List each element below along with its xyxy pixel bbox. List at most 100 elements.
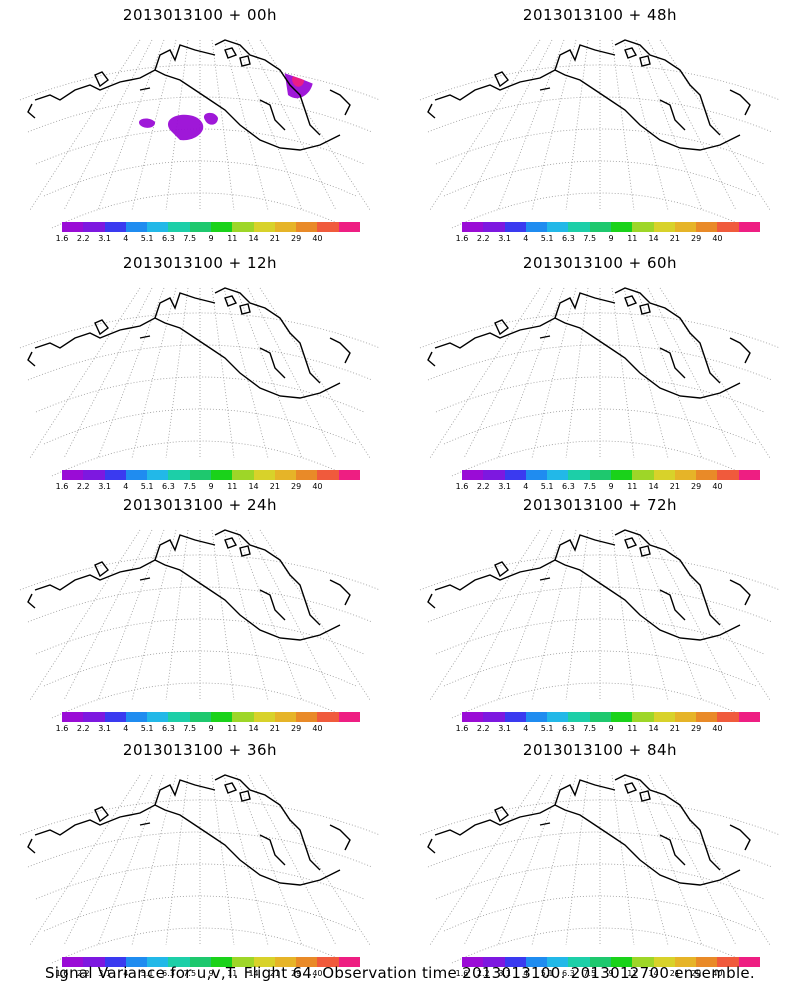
colorbar-tick-label: 11 [627, 482, 638, 491]
colorbar-swatch [462, 957, 484, 967]
colorbar-tick-label: 11 [227, 234, 238, 243]
colorbar-tick-label: 21 [669, 724, 680, 733]
colorbar-tick-label: 2.2 [476, 234, 490, 243]
forecast-panel: 2013013100 + 12h 1.6 2.2 3.1 4 5.1 6.3 7.5 9 11 14… [0, 248, 400, 491]
colorbar-tick-label: 7.5 [183, 234, 197, 243]
colorbar [462, 712, 760, 722]
colorbar-swatch [462, 222, 484, 232]
colorbar-tick-label: 9 [208, 234, 214, 243]
colorbar-tick-label: 2.2 [76, 482, 90, 491]
colorbar-swatch [653, 222, 675, 232]
colorbar-tick-label: 1.6 [455, 724, 469, 733]
colorbar-tick-label: 29 [291, 482, 302, 491]
colorbar-swatch [168, 712, 190, 722]
colorbar-swatch [189, 712, 211, 722]
polar-map [419, 287, 781, 477]
panel-title: 2013013100 + 72h [522, 496, 678, 514]
colorbar-labels: 1.6 2.2 3.1 4 5.1 6.3 7.5 9 11 14 21 29 40 [456, 969, 760, 979]
colorbar-swatch [189, 470, 211, 480]
colorbar-swatch [589, 470, 611, 480]
colorbar-tick-label: 2.2 [76, 724, 90, 733]
forecast-panel: 2013013100 + 36h 1.6 2.2 3.1 4 5.1 6.3 7.5 9 11 14… [0, 735, 400, 978]
colorbar-tick-label: 40 [312, 969, 323, 978]
colorbar-tick-label: 1.6 [55, 724, 69, 733]
colorbar-tick-label: 6.3 [162, 482, 175, 491]
colorbar-tick-label: 9 [208, 724, 214, 733]
colorbar-swatch [83, 470, 105, 480]
colorbar-tick-label: 4 [123, 234, 129, 243]
colorbar-tick-label: 21 [269, 234, 280, 243]
variance-region [520, 804, 641, 900]
colorbar-swatch [738, 222, 760, 232]
colorbar [462, 957, 760, 967]
colorbar-tick-label: 4 [123, 724, 129, 733]
colorbar-tick-label: 7.5 [583, 724, 597, 733]
panel-title: 2013013100 + 48h [522, 6, 678, 24]
colorbar-tick-label: 7.5 [183, 724, 197, 733]
colorbar-tick-label: 40 [312, 234, 323, 243]
colorbar [462, 470, 760, 480]
colorbar-swatch [632, 712, 654, 722]
colorbar-swatch [168, 470, 190, 480]
colorbar-tick-label: 11 [227, 482, 238, 491]
colorbar-tick-label: 40 [712, 234, 723, 243]
graticule [419, 39, 781, 229]
colorbar-swatch [232, 222, 254, 232]
colorbar-swatch [83, 712, 105, 722]
colorbar-swatch [296, 712, 318, 722]
polar-map [19, 287, 381, 477]
colorbar-tick-label: 6.3 [162, 234, 175, 243]
colorbar-tick-label: 4 [123, 969, 129, 978]
forecast-panel: 2013013100 + 24h 1.6 2.2 3.1 4 5.1 6.3 7.5 9 11 14… [0, 490, 400, 733]
colorbar-swatch [462, 712, 484, 722]
colorbar-tick-label: 4 [523, 482, 529, 491]
colorbar-swatch [738, 712, 760, 722]
colorbar-tick-label: 3.1 [98, 969, 111, 978]
coastlines [427, 529, 751, 641]
colorbar-swatch [483, 222, 505, 232]
colorbar-swatch [547, 222, 569, 232]
colorbar-tick-label: 3.1 [98, 724, 111, 733]
colorbar-tick-label: 14 [648, 969, 659, 978]
colorbar-swatch [189, 222, 211, 232]
colorbar-swatch [210, 470, 233, 480]
colorbar-tick-label: 9 [608, 969, 614, 978]
graticule [419, 287, 781, 477]
colorbar-swatch [568, 712, 590, 722]
graticule [19, 774, 381, 964]
colorbar-tick-label: 4 [523, 234, 529, 243]
colorbar-swatch [674, 957, 697, 967]
colorbar-swatch [253, 957, 275, 967]
colorbar-swatch [296, 470, 318, 480]
coastlines [27, 287, 351, 399]
colorbar-swatch [547, 957, 569, 967]
colorbar-tick-label: 3.1 [498, 482, 511, 491]
panel-title: 2013013100 + 36h [122, 741, 278, 759]
signal-variance-contours [138, 62, 314, 141]
variance-region [203, 112, 218, 125]
colorbar-tick-label: 14 [248, 969, 259, 978]
colorbar [62, 222, 360, 232]
colorbar-tick-label: 7.5 [183, 482, 197, 491]
colorbar-swatch [525, 470, 548, 480]
forecast-panel: 2013013100 + 00h 1.6 2.2 3.1 4 5.1 6.3 7.5 9 11 14… [0, 0, 400, 243]
colorbar-swatch [317, 222, 339, 232]
panel-title: 2013013100 + 60h [522, 254, 678, 272]
figure-caption: Signal Variance for u,v,T. Flight 64. Ob… [44, 964, 756, 982]
colorbar-swatch [125, 222, 148, 232]
colorbar-tick-label: 29 [291, 969, 302, 978]
colorbar-tick-label: 7.5 [583, 969, 597, 978]
colorbar-swatch [317, 957, 339, 967]
colorbar-swatch [338, 470, 360, 480]
colorbar-swatch [696, 957, 718, 967]
colorbar-tick-label: 40 [712, 482, 723, 491]
colorbar-swatch [589, 222, 611, 232]
colorbar-tick-label: 2.2 [476, 969, 490, 978]
colorbar-swatch [717, 957, 739, 967]
colorbar-swatch [125, 712, 148, 722]
colorbar-swatch [83, 957, 105, 967]
colorbar-tick-label: 5.1 [140, 969, 154, 978]
colorbar-swatch [525, 222, 548, 232]
colorbar-tick-label: 21 [269, 482, 280, 491]
colorbar-swatch [338, 957, 360, 967]
